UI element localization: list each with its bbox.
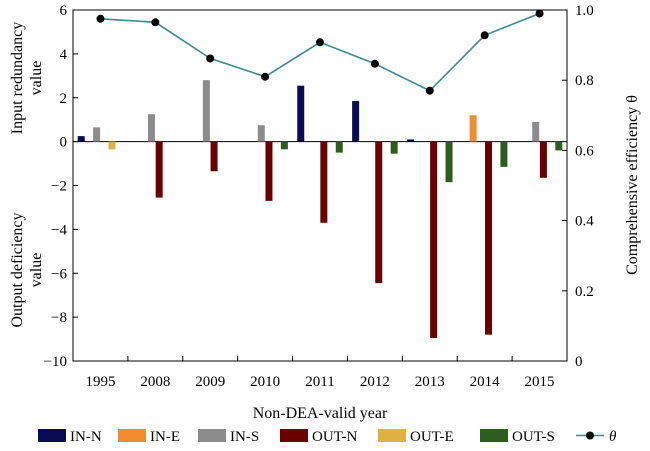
theta-point (480, 31, 489, 40)
theta-point (96, 14, 105, 23)
x-tick-label: 2010 (250, 374, 280, 390)
bar (210, 141, 218, 172)
legend: IN-N IN-E IN-S OUT-N OUT-E OUT-S θ (38, 429, 617, 445)
x-tick-label: 2015 (525, 374, 555, 390)
bar (445, 141, 453, 183)
y2-tick-label: 0.8 (575, 73, 594, 89)
bar (108, 141, 116, 150)
x-tick-label: 1995 (85, 374, 115, 390)
bar-series-out-e (108, 141, 116, 150)
theta-point (316, 38, 324, 47)
bar (265, 141, 273, 201)
y-axis-title-top: Input redundancy value (9, 22, 45, 134)
y2-axis-title: Comprehensive efficiency θ (624, 95, 641, 275)
bar (352, 101, 360, 142)
bar (93, 127, 101, 142)
theta-point (261, 72, 270, 81)
bar (485, 141, 493, 335)
x-tick-label: 2012 (360, 374, 390, 390)
legend-label: IN-S (230, 429, 259, 445)
bar (77, 136, 85, 142)
x-axis-title: Non-DEA-valid year (253, 405, 388, 422)
legend-swatch (38, 429, 66, 442)
legend-swatch (378, 429, 406, 442)
bar-series-out-s (280, 141, 563, 183)
bar (147, 114, 155, 142)
x-tick-label: 2013 (415, 374, 445, 390)
legend-swatch (118, 429, 146, 442)
bar (500, 141, 508, 167)
theta-point (425, 86, 434, 95)
legend-swatch (198, 429, 226, 442)
theta-line (100, 12, 540, 92)
legend-label: IN-N (70, 429, 102, 445)
bar (257, 125, 265, 142)
legend-line-marker (586, 431, 594, 440)
theta-point (370, 59, 379, 68)
bar-series-in-e (469, 115, 477, 142)
bar (335, 141, 343, 153)
bar (375, 141, 383, 284)
y-tick-label: −6 (51, 266, 67, 282)
y2-tick-label: 0 (575, 354, 583, 370)
bar (407, 139, 415, 142)
bar (280, 141, 288, 150)
bar (202, 80, 210, 142)
x-tick-label: 2014 (470, 374, 501, 390)
y-tick-label: 4 (60, 47, 68, 63)
plot-frame (72, 9, 568, 362)
bar (390, 141, 398, 154)
y2-tick-label: 0.4 (575, 214, 594, 230)
bar (539, 141, 547, 178)
bar (430, 141, 438, 338)
bar (297, 85, 305, 142)
x-tick-label: 2008 (140, 374, 170, 390)
y-tick-label: 2 (60, 91, 68, 107)
bar-series-in-n (77, 85, 415, 142)
bar (555, 141, 563, 151)
y2-tick-label: 0.2 (575, 284, 594, 300)
legend-swatch (480, 429, 508, 442)
bar-series-in-s (93, 80, 540, 142)
y-tick-label: −10 (44, 354, 67, 370)
y-tick-label: 6 (60, 3, 68, 19)
y-tick-label: 0 (60, 135, 68, 151)
legend-label: OUT-S (512, 429, 555, 445)
x-tick-label: 2011 (305, 374, 334, 390)
y2-tick-label: 1.0 (575, 3, 594, 19)
legend-label: IN-E (150, 429, 180, 445)
theta-point (206, 54, 215, 63)
theta-point (151, 18, 160, 27)
bar (532, 121, 540, 142)
y-axis-title-bottom: Output deficiency value (9, 212, 45, 327)
legend-label: OUT-N (312, 429, 357, 445)
bar (469, 115, 477, 142)
y-tick-label: −4 (51, 222, 67, 238)
bar-series-out-n (155, 141, 547, 338)
legend-swatch (280, 429, 308, 442)
theta-point (535, 9, 544, 18)
legend-label: OUT-E (410, 429, 454, 445)
bar (155, 141, 163, 198)
x-tick-label: 2009 (195, 374, 225, 390)
bar (320, 141, 328, 223)
legend-label: θ (609, 429, 617, 445)
y-tick-label: −2 (51, 179, 67, 195)
y2-tick-label: 0.6 (575, 143, 594, 159)
y-tick-label: −8 (51, 310, 67, 326)
